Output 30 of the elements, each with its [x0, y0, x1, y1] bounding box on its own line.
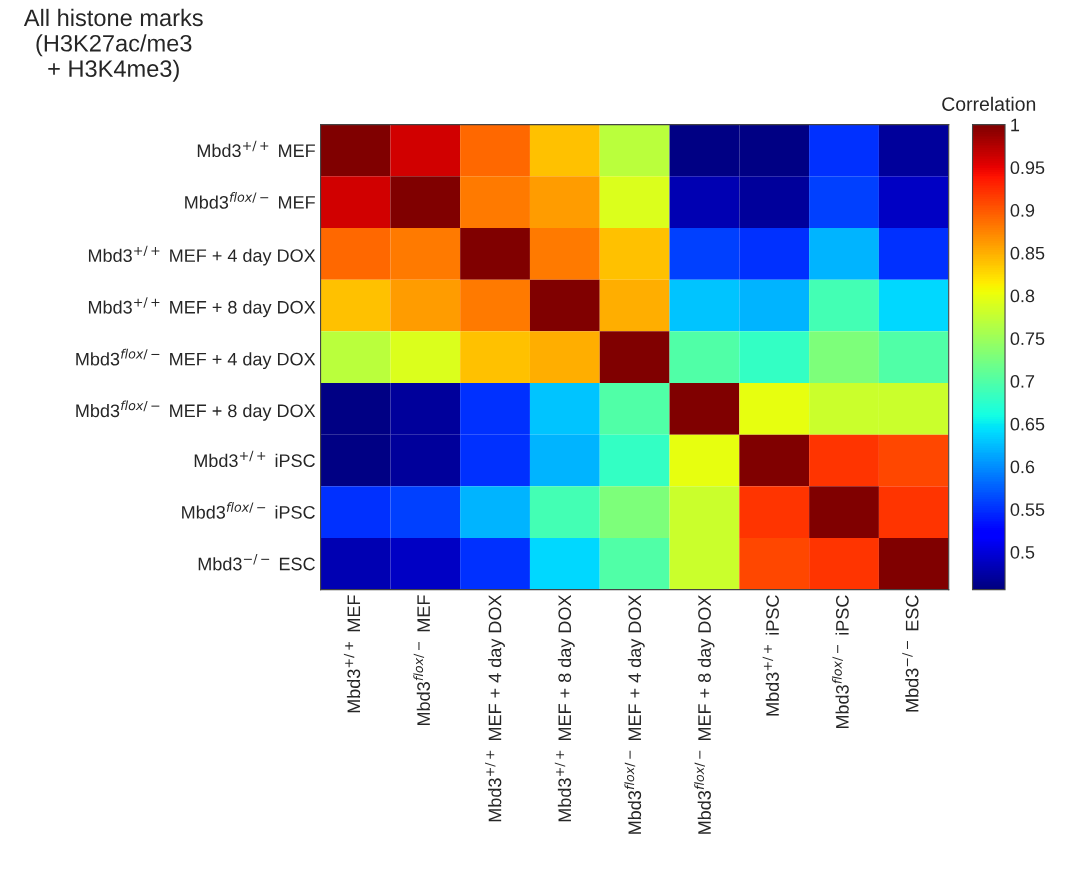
y-tick-label: Mbd3$^{flox/−}$ MEF + 8 day DOX: [76, 400, 316, 421]
x-tick-label: Mbd3$^{flox/−}$ MEF + 8 day DOX: [694, 594, 715, 834]
y-tick-label: Mbd3$^{flox/−}$ MEF: [185, 192, 315, 209]
color-bar-label: 0.9: [1010, 204, 1035, 217]
color-bar-label: 0.5: [1010, 545, 1035, 559]
color-bar-label: 0.55: [1010, 503, 1045, 516]
x-tick-label: Mbd3$^{flox/−}$ iPSC: [832, 595, 849, 729]
y-tick-label: Mbd3$^{+/+}$ MEF + 8 day DOX: [88, 297, 316, 318]
y-tick-label: Mbd3$^{+/+}$ MEF: [197, 140, 315, 158]
x-tick-label: Mbd3$^{flox/−}$ MEF + 4 day DOX: [624, 594, 645, 834]
color-bar-label: 0.85: [1010, 246, 1045, 260]
color-bar-label: 0.8: [1010, 289, 1035, 303]
color-bar-label: 0.95: [1010, 161, 1045, 175]
color-bar-label: 0.7: [1010, 375, 1035, 388]
color-bar-title: Correlation: [942, 96, 1036, 111]
text: All histone marks (H3K27ac/me3 + H3K4me3): [23, 8, 203, 82]
x-tick-label: Mbd3$^{−/−}$ ESC: [902, 595, 919, 712]
y-tick-label: Mbd3$^{+/+}$ MEF + 4 day DOX: [88, 245, 316, 266]
y-tick-label: Mbd3$^{flox/−}$ iPSC: [182, 502, 315, 519]
x-tick-label: Mbd3$^{+/+}$ MEF + 4 day DOX: [485, 594, 505, 822]
y-tick-label: Mbd3$^{flox/−}$ MEF + 4 day DOX: [76, 348, 316, 370]
color-bar-label: 0.6: [1010, 460, 1035, 474]
y-tick-label: Mbd3$^{−/−}$ ESC: [198, 554, 315, 571]
x-tick-label: Mbd3$^{+/+}$ MEF + 8 day DOX: [554, 594, 575, 822]
color-bar-label: 0.65: [1010, 417, 1045, 431]
y-tick-label: Mbd3$^{+/+}$ iPSC: [194, 450, 315, 468]
x-tick-label: Mbd3$^{flox/−}$ MEF: [413, 595, 431, 725]
x-tick-label: Mbd3$^{+/+}$ iPSC: [762, 595, 779, 716]
color-bar-label: 0.75: [1010, 332, 1045, 346]
color-bar-label: 1: [1011, 118, 1020, 132]
